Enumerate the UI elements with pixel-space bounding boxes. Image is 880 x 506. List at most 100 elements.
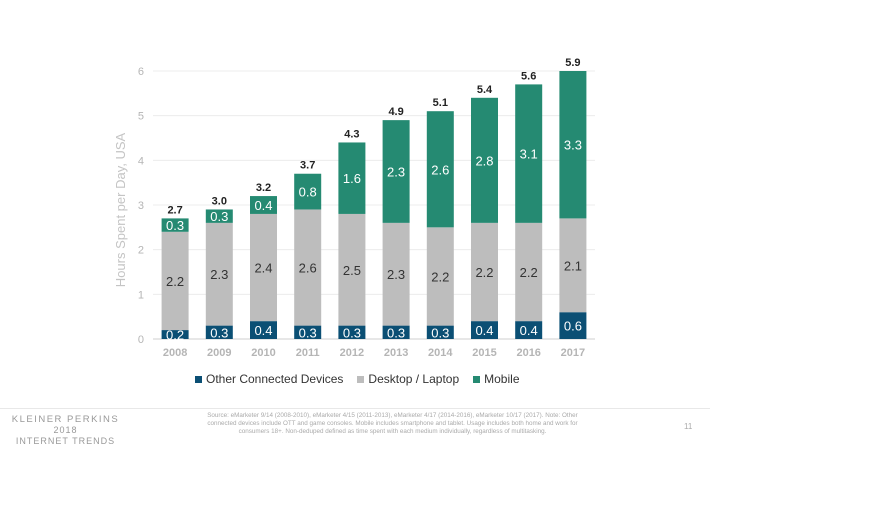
bar-segment <box>161 218 189 232</box>
bar-segment <box>250 196 277 214</box>
data-label: 2.8 <box>475 153 493 168</box>
data-label: 0.4 <box>254 198 272 213</box>
bar-segment <box>471 222 498 322</box>
total-label: 4.9 <box>388 106 403 118</box>
bar-segment <box>559 218 587 313</box>
data-label: 2.2 <box>166 274 184 289</box>
bar-segment <box>250 213 277 322</box>
data-label: 0.3 <box>299 325 317 340</box>
bar-segment <box>205 325 233 339</box>
data-label: 0.2 <box>166 328 184 343</box>
brand-name: KLEINER PERKINS <box>11 414 120 425</box>
data-label: 3.1 <box>520 147 538 162</box>
x-tick-label: 2010 <box>251 347 275 359</box>
y-axis-label: Hours Spent per Day, USA <box>113 132 128 287</box>
y-tick-label: 1 <box>138 289 144 301</box>
total-label: 3.2 <box>256 182 271 194</box>
legend-label: Desktop / Laptop <box>368 372 460 386</box>
y-tick-label: 5 <box>138 111 144 123</box>
bar-segment <box>294 325 322 339</box>
bar-segment <box>338 142 366 214</box>
data-label: 2.3 <box>387 165 405 180</box>
total-label: 2.7 <box>167 204 182 216</box>
y-tick-label: 4 <box>138 155 144 167</box>
bar-segment <box>205 209 233 223</box>
bar-segment <box>294 209 322 326</box>
bar-segment <box>471 321 498 339</box>
data-label: 0.3 <box>387 325 405 340</box>
data-label: 0.4 <box>254 323 272 338</box>
bar-segment <box>426 111 454 228</box>
page-number: 11 <box>684 422 693 431</box>
data-label: 2.6 <box>299 261 317 276</box>
data-label: 0.6 <box>564 319 582 334</box>
data-label: 0.3 <box>210 209 228 224</box>
bar-segment <box>426 227 454 326</box>
data-label: 2.5 <box>343 263 361 278</box>
stacked-bar-chart: 0 1 2 3 4 5 6 Hours Spent per Day, USA 0.2 2.2 0.3… <box>113 57 595 359</box>
total-label: 5.4 <box>477 84 493 96</box>
chart-legend: Other Connected Devices Desktop / Laptop… <box>195 372 520 386</box>
x-tick-label: 2014 <box>428 347 453 359</box>
bar-segment <box>294 173 322 210</box>
total-label: 5.1 <box>433 97 448 109</box>
bar-segment <box>515 222 543 322</box>
data-label: 2.2 <box>431 269 449 284</box>
data-label: 2.2 <box>520 265 538 280</box>
y-tick-label: 3 <box>138 200 144 212</box>
data-label: 2.3 <box>210 267 228 282</box>
x-tick-label: 2008 <box>163 347 187 359</box>
data-label: 0.4 <box>475 323 493 338</box>
total-label: 3.7 <box>300 160 315 172</box>
bar-segment <box>382 120 410 223</box>
source-footnote: Source: eMarketer 9/14 (2008-2010), eMar… <box>207 412 578 435</box>
x-tick-label: 2016 <box>516 347 540 359</box>
brand-subtitle: INTERNET TRENDS <box>15 436 116 446</box>
x-tick-label: 2009 <box>207 347 231 359</box>
legend-label: Other Connected Devices <box>206 372 344 386</box>
y-tick-label: 0 <box>138 334 144 346</box>
data-label: 1.6 <box>343 171 361 186</box>
data-label: 0.3 <box>431 325 449 340</box>
total-label: 3.0 <box>212 195 227 207</box>
total-label: 5.6 <box>521 70 536 82</box>
y-tick-label: 6 <box>138 66 144 78</box>
bar-segment <box>382 222 410 326</box>
legend-swatch <box>473 375 481 383</box>
bar-segment <box>161 231 189 331</box>
bar-segment <box>559 312 587 339</box>
legend-item-desktop: Desktop / Laptop <box>357 372 459 386</box>
x-tick-label: 2015 <box>472 347 496 359</box>
bar-segment <box>382 325 410 339</box>
bar-segment <box>559 71 587 219</box>
x-tick-label: 2017 <box>561 347 585 359</box>
bar-segment <box>338 325 366 339</box>
brand-year: 2018 <box>53 425 78 435</box>
bar-segment <box>250 321 277 339</box>
data-label: 3.3 <box>564 138 582 153</box>
data-label: 2.6 <box>431 162 449 177</box>
x-tick-label: 2011 <box>296 347 320 359</box>
bar-segment <box>161 330 189 339</box>
data-label: 0.4 <box>520 323 538 338</box>
data-label: 2.2 <box>475 265 493 280</box>
total-label: 4.3 <box>344 128 359 140</box>
data-label: 0.3 <box>166 218 184 233</box>
brand-logo: KLEINER PERKINS 2018 INTERNET TRENDS <box>8 414 123 447</box>
footer-divider <box>0 408 710 409</box>
y-tick-label: 2 <box>138 245 144 257</box>
data-label: 0.3 <box>210 325 228 340</box>
bar-segment <box>338 213 366 326</box>
legend-swatch <box>357 375 365 383</box>
bar-segment <box>205 222 233 326</box>
data-label: 0.8 <box>299 185 317 200</box>
bar-segment <box>515 84 543 223</box>
legend-label: Mobile <box>484 372 520 386</box>
bar-segment <box>426 325 454 339</box>
total-label: 5.9 <box>565 57 580 69</box>
data-label: 0.3 <box>343 325 361 340</box>
legend-swatch <box>195 375 202 383</box>
data-label: 2.1 <box>564 258 582 273</box>
legend-item-mobile: Mobile <box>473 372 520 386</box>
x-tick-label: 2013 <box>384 347 408 359</box>
